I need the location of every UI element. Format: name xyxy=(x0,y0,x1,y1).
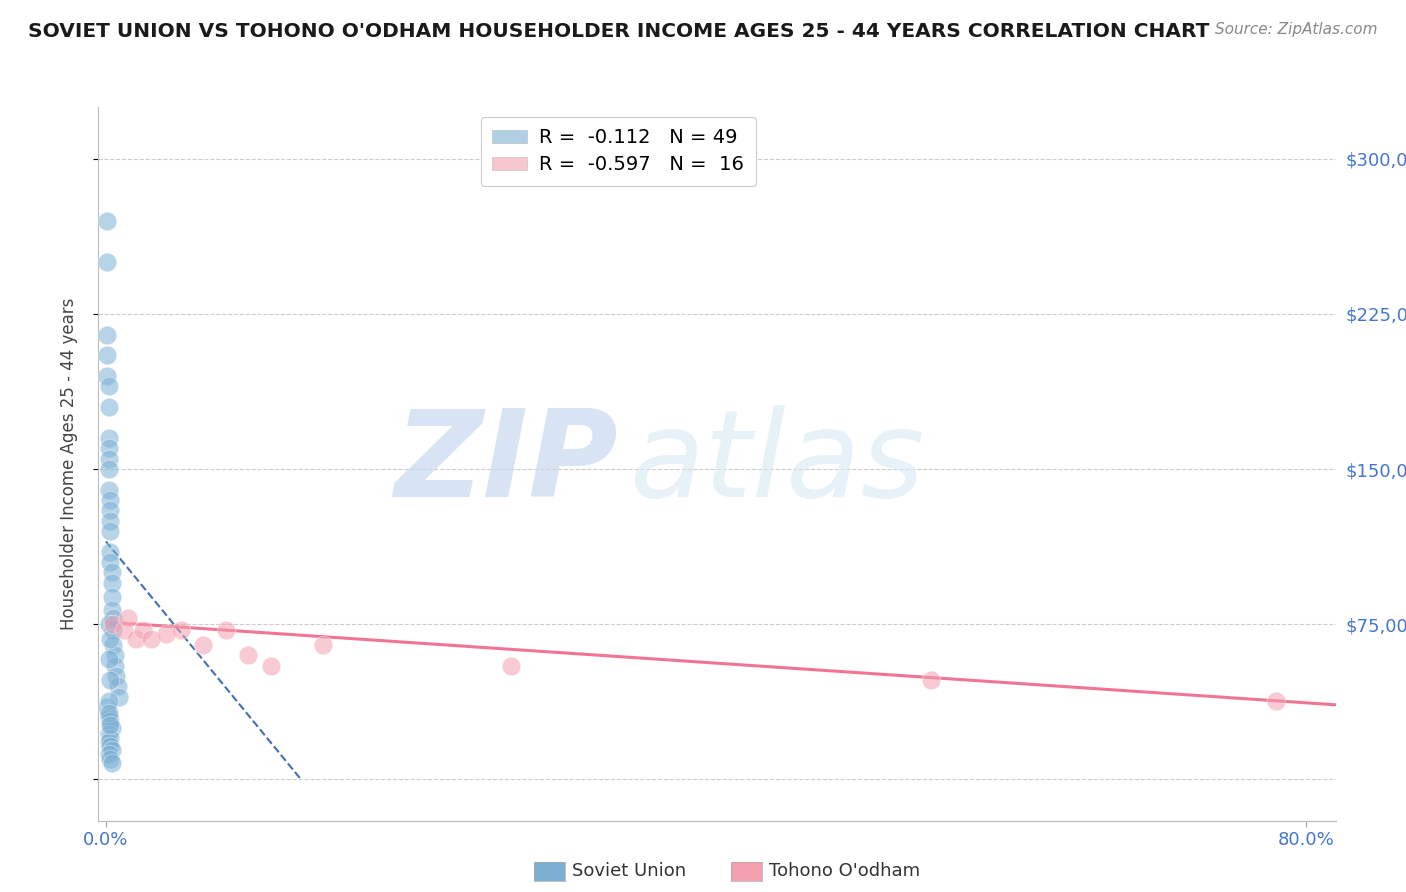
Point xyxy=(103,624,125,638)
Point xyxy=(105,669,128,683)
Point xyxy=(215,624,238,638)
Point xyxy=(97,442,120,456)
Point xyxy=(100,524,122,538)
Point xyxy=(100,739,122,754)
Y-axis label: Householder Income Ages 25 - 44 years: Householder Income Ages 25 - 44 years xyxy=(59,298,77,630)
Point xyxy=(125,632,148,646)
Point xyxy=(97,462,120,476)
Point xyxy=(100,555,122,569)
Point xyxy=(96,368,118,383)
Point xyxy=(499,658,522,673)
Text: Soviet Union: Soviet Union xyxy=(572,863,686,880)
Text: SOVIET UNION VS TOHONO O'ODHAM HOUSEHOLDER INCOME AGES 25 - 44 YEARS CORRELATION: SOVIET UNION VS TOHONO O'ODHAM HOUSEHOLD… xyxy=(28,22,1209,41)
Point xyxy=(97,706,120,720)
Legend: R =  -0.112   N = 49, R =  -0.597   N =  16: R = -0.112 N = 49, R = -0.597 N = 16 xyxy=(481,117,755,186)
Point xyxy=(112,624,135,638)
Point xyxy=(155,627,177,641)
Point xyxy=(170,624,193,638)
Point xyxy=(97,727,120,741)
Point xyxy=(100,514,122,528)
Point xyxy=(97,747,120,762)
Point xyxy=(97,379,120,393)
Point xyxy=(100,632,122,646)
Point xyxy=(312,638,335,652)
Point xyxy=(96,699,118,714)
Point xyxy=(97,400,120,414)
Point xyxy=(96,348,118,362)
Point xyxy=(100,751,122,765)
Point xyxy=(100,503,122,517)
Point xyxy=(100,731,122,745)
Point xyxy=(101,721,124,735)
Point xyxy=(101,591,124,605)
Point xyxy=(139,632,162,646)
Point xyxy=(238,648,260,662)
Point xyxy=(96,255,118,269)
Point xyxy=(100,718,122,732)
Point xyxy=(96,214,118,228)
Point xyxy=(101,743,124,757)
Point xyxy=(97,451,120,466)
Point xyxy=(117,611,139,625)
Point xyxy=(101,566,124,580)
Point xyxy=(101,756,124,770)
Point xyxy=(260,658,283,673)
Text: ZIP: ZIP xyxy=(394,405,619,523)
Point xyxy=(101,602,124,616)
Point xyxy=(132,624,155,638)
Point xyxy=(103,611,125,625)
Point xyxy=(193,638,215,652)
Point xyxy=(920,673,942,687)
Point xyxy=(1264,694,1286,708)
Point xyxy=(100,714,122,729)
Point xyxy=(97,735,120,749)
Point xyxy=(101,575,124,590)
Point xyxy=(100,673,122,687)
Point xyxy=(107,679,129,693)
Point xyxy=(104,658,127,673)
Point xyxy=(103,617,125,632)
Point xyxy=(100,493,122,508)
Point xyxy=(97,652,120,666)
Point xyxy=(103,638,125,652)
Point xyxy=(97,483,120,497)
Point xyxy=(97,617,120,632)
Text: Tohono O'odham: Tohono O'odham xyxy=(769,863,920,880)
Text: atlas: atlas xyxy=(630,405,925,523)
Point xyxy=(97,431,120,445)
Point xyxy=(104,648,127,662)
Point xyxy=(100,545,122,559)
Point xyxy=(96,327,118,342)
Text: Source: ZipAtlas.com: Source: ZipAtlas.com xyxy=(1215,22,1378,37)
Point xyxy=(97,710,120,724)
Point xyxy=(97,694,120,708)
Point xyxy=(108,690,131,704)
